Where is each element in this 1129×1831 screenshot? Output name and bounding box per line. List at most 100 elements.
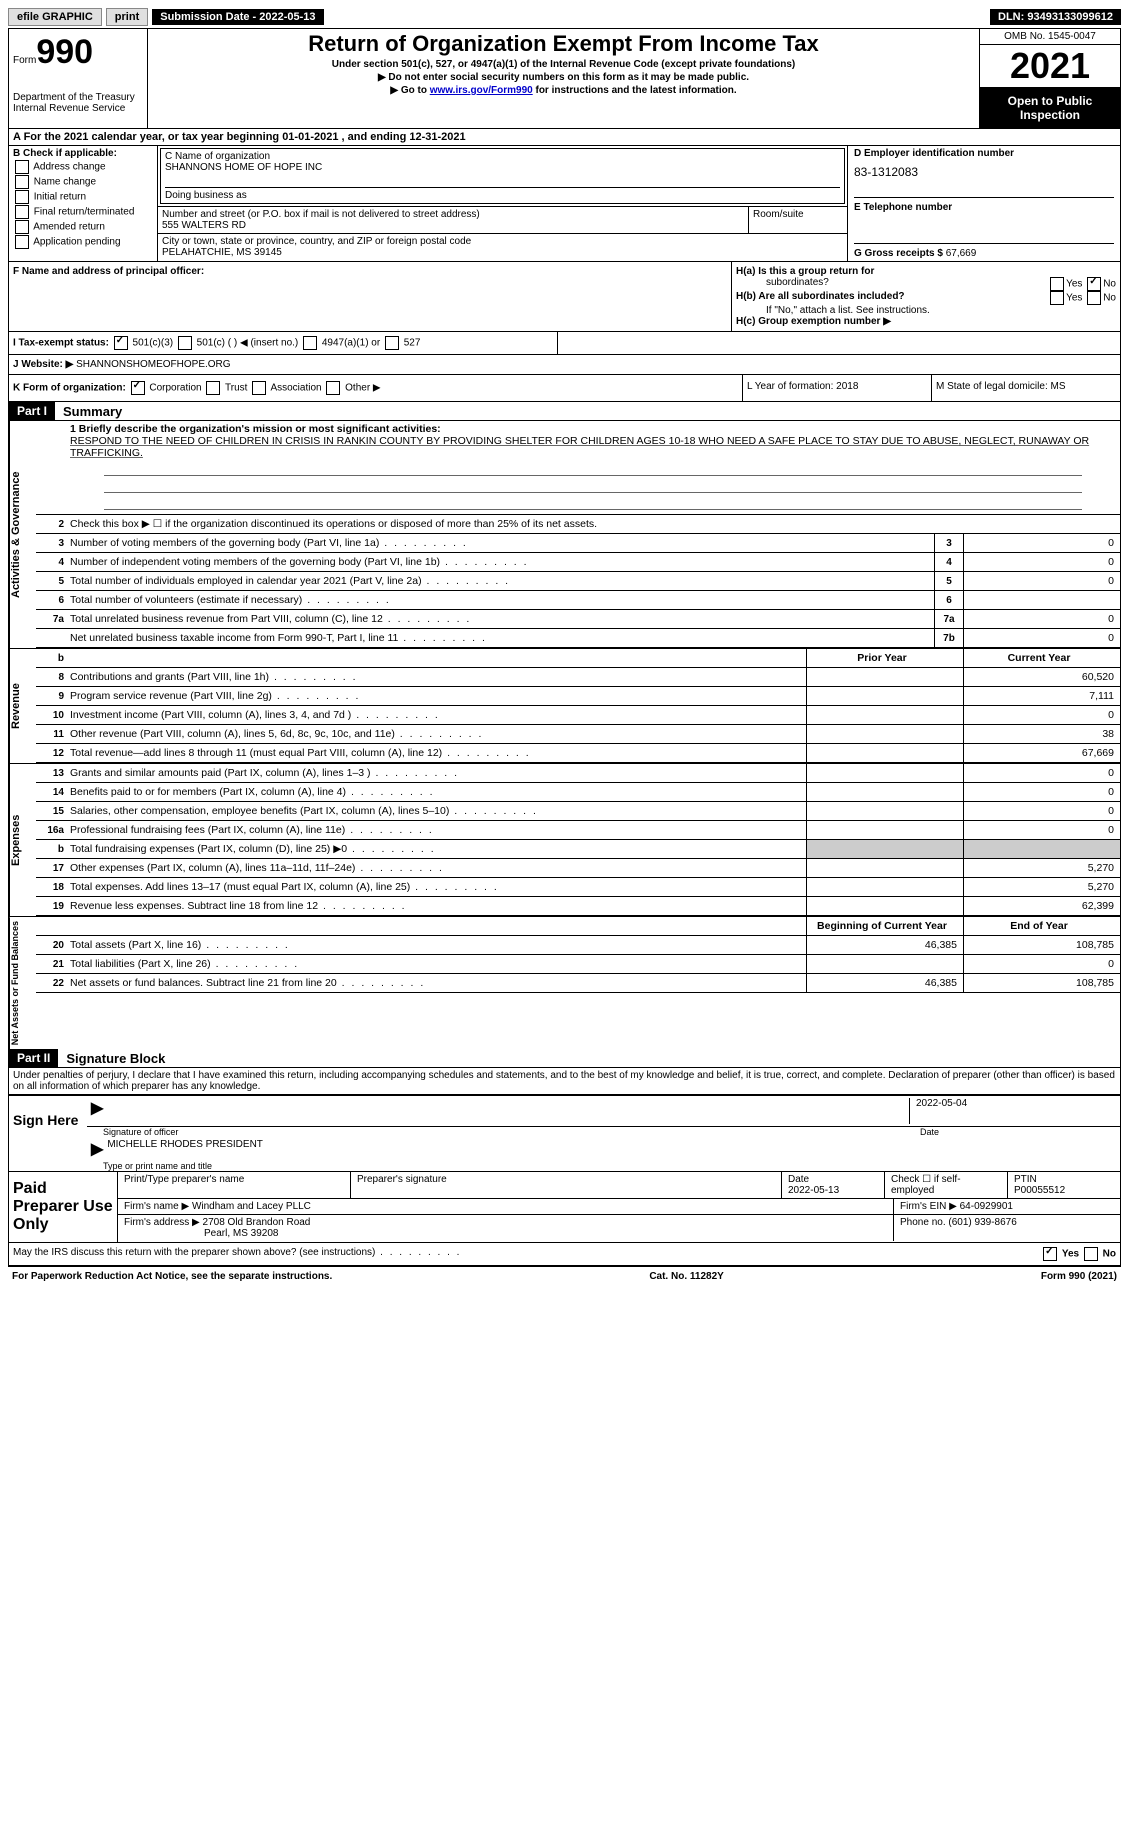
check-address-change[interactable]: Address change: [13, 160, 153, 174]
print-button[interactable]: print: [106, 8, 148, 26]
check-corp[interactable]: [131, 381, 145, 395]
check-initial-return[interactable]: Initial return: [13, 190, 153, 204]
firm-addr: 2708 Old Brandon Road: [203, 1217, 311, 1228]
dln-label: DLN: 93493133099612: [990, 9, 1121, 25]
check-app-pending[interactable]: Application pending: [13, 235, 153, 249]
check-trust[interactable]: [206, 381, 220, 395]
line2-num: 2: [36, 519, 70, 530]
prep-sig-label: Preparer's signature: [351, 1172, 782, 1198]
penalty-text: Under penalties of perjury, I declare th…: [9, 1068, 1120, 1095]
line-val: 0: [963, 629, 1120, 647]
hb-no-check[interactable]: [1087, 291, 1101, 305]
prior-year-val: [806, 744, 963, 762]
col-end-year: End of Year: [963, 917, 1120, 935]
line-text: Total assets (Part X, line 16): [70, 937, 806, 953]
current-year-val: 5,270: [963, 878, 1120, 896]
part2-header: Part II: [9, 1049, 58, 1067]
side-expenses: Expenses: [9, 764, 36, 916]
side-governance: Activities & Governance: [9, 421, 36, 648]
check-501c[interactable]: [178, 336, 192, 350]
prior-year-val: [806, 840, 963, 858]
ha-sub: subordinates?: [736, 277, 829, 291]
line-box: 5: [934, 572, 963, 590]
prior-year-val: [806, 764, 963, 782]
current-year-val: 67,669: [963, 744, 1120, 762]
check-final-return[interactable]: Final return/terminated: [13, 205, 153, 219]
ha-no-check[interactable]: [1087, 277, 1101, 291]
check-assoc[interactable]: [252, 381, 266, 395]
current-year-val: 62,399: [963, 897, 1120, 915]
efile-label: efile GRAPHIC: [8, 8, 102, 26]
line-num: 6: [36, 595, 70, 606]
line-text: Number of voting members of the governin…: [70, 535, 934, 551]
irs-link[interactable]: www.irs.gov/Form990: [430, 85, 533, 96]
line-text: Total revenue—add lines 8 through 11 (mu…: [70, 745, 806, 761]
line-num: 12: [36, 748, 70, 759]
line-num: 13: [36, 768, 70, 779]
hb-label: H(b) Are all subordinates included?: [736, 291, 905, 305]
line-num: 18: [36, 882, 70, 893]
ptin-value: P00055512: [1014, 1185, 1065, 1196]
firm-city: Pearl, MS 39208: [124, 1228, 279, 1239]
prior-year-val: 46,385: [806, 936, 963, 954]
discuss-no-check[interactable]: [1084, 1247, 1098, 1261]
cat-no: Cat. No. 11282Y: [649, 1271, 723, 1282]
prior-year-val: [806, 668, 963, 686]
row-a-tax-year: A For the 2021 calendar year, or tax yea…: [9, 129, 1120, 146]
check-amended[interactable]: Amended return: [13, 220, 153, 234]
line-num: 21: [36, 959, 70, 970]
line-box: 4: [934, 553, 963, 571]
org-name-label: C Name of organization: [165, 151, 840, 162]
sig-officer-label: Signature of officer: [103, 1127, 920, 1137]
row-j-label: J Website: ▶: [13, 359, 73, 370]
prep-date: 2022-05-13: [788, 1185, 839, 1196]
hb-note: If "No," attach a list. See instructions…: [736, 305, 1116, 316]
ein-value: 83-1312083: [854, 165, 1114, 179]
receipts-label: G Gross receipts $: [854, 248, 943, 259]
arrow-icon: ▶: [91, 1098, 103, 1124]
check-self-employed[interactable]: Check ☐ if self-employed: [885, 1172, 1008, 1198]
irs-label: Internal Revenue Service: [13, 103, 143, 114]
check-name-change[interactable]: Name change: [13, 175, 153, 189]
discuss-yes-check[interactable]: [1043, 1247, 1057, 1261]
current-year-val: 0: [963, 764, 1120, 782]
prior-year-val: [806, 859, 963, 877]
current-year-val: 0: [963, 821, 1120, 839]
line-text: Total liabilities (Part X, line 26): [70, 956, 806, 972]
prior-year-val: [806, 821, 963, 839]
hb-yes-check[interactable]: [1050, 291, 1064, 305]
current-year-val: [963, 840, 1120, 858]
check-4947[interactable]: [303, 336, 317, 350]
ein-label: D Employer identification number: [854, 148, 1114, 159]
dept-label: Department of the Treasury: [13, 92, 143, 103]
current-year-val: 60,520: [963, 668, 1120, 686]
check-501c3[interactable]: [114, 336, 128, 350]
check-other[interactable]: [326, 381, 340, 395]
check-527[interactable]: [385, 336, 399, 350]
line-box: 3: [934, 534, 963, 552]
line-text: Total number of individuals employed in …: [70, 573, 934, 589]
line-text: Total unrelated business revenue from Pa…: [70, 611, 934, 627]
sig-date: 2022-05-04: [909, 1098, 1116, 1124]
line-num: 19: [36, 901, 70, 912]
line-text: Contributions and grants (Part VIII, lin…: [70, 669, 806, 685]
form-number: 990: [36, 33, 93, 71]
form-title: Return of Organization Exempt From Incom…: [156, 31, 971, 57]
line-num: 3: [36, 538, 70, 549]
line-val: 0: [963, 610, 1120, 628]
line-text: Total number of volunteers (estimate if …: [70, 592, 934, 608]
line-text: Number of independent voting members of …: [70, 554, 934, 570]
part2-title: Signature Block: [58, 1051, 165, 1066]
line-text: Salaries, other compensation, employee b…: [70, 803, 806, 819]
line-num: 9: [36, 691, 70, 702]
phone-label: E Telephone number: [854, 197, 1114, 213]
firm-name: Windham and Lacey PLLC: [192, 1201, 311, 1212]
line-num: 7a: [36, 614, 70, 625]
prior-year-val: [806, 783, 963, 801]
col-prior-year: Prior Year: [806, 649, 963, 667]
firm-ein: 64-0929901: [960, 1201, 1013, 1212]
room-label: Room/suite: [748, 206, 847, 233]
ha-yes-check[interactable]: [1050, 277, 1064, 291]
website-value: SHANNONSHOMEOFHOPE.ORG: [76, 359, 230, 370]
line-text: Net unrelated business taxable income fr…: [70, 630, 934, 646]
